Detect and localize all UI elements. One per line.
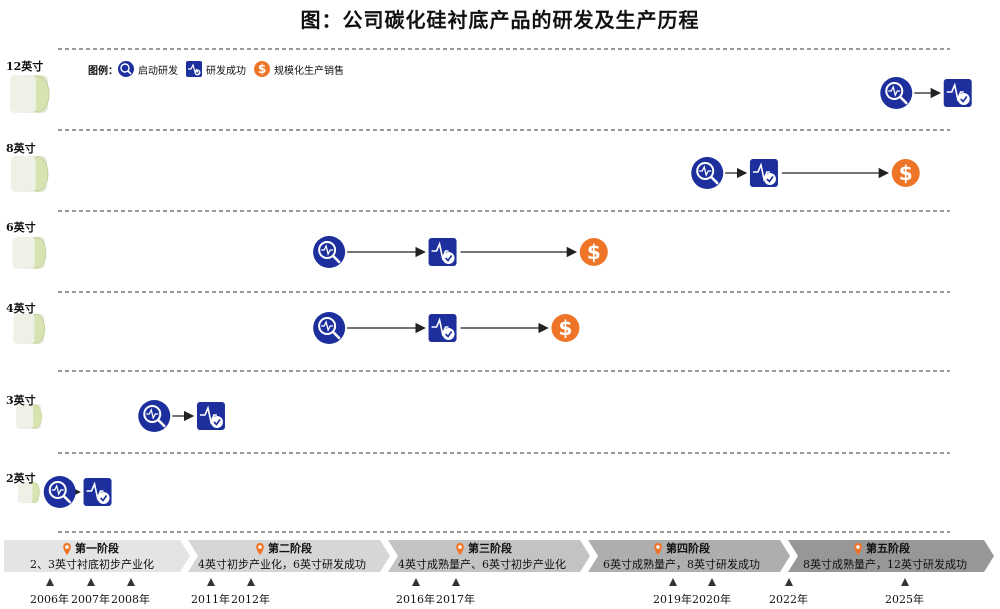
location-pin-icon xyxy=(63,543,71,555)
pulse-check-icon xyxy=(428,314,457,342)
pulse-check-icon xyxy=(196,402,225,430)
wafer-image xyxy=(13,313,46,344)
wafer-image xyxy=(18,482,40,503)
stage-chevron xyxy=(788,540,994,572)
row-label: 2英寸 xyxy=(6,472,36,485)
year-marker-icon xyxy=(127,578,135,586)
legend-item-start: 启动研发 xyxy=(118,61,178,77)
year-label: 2022年 xyxy=(769,593,808,606)
year-marker-icon xyxy=(452,578,460,586)
wafer-image xyxy=(10,75,50,113)
stage-title: 第四阶段 xyxy=(666,542,710,555)
pulse-check-icon xyxy=(83,478,112,506)
row-label: 6英寸 xyxy=(6,221,36,234)
pulse-check-icon xyxy=(428,238,457,266)
stage-title: 第五阶段 xyxy=(866,542,910,555)
pulse-check-icon xyxy=(943,79,972,107)
year-marker-icon xyxy=(901,578,909,586)
wafer-image xyxy=(16,404,42,429)
diagram-title: 图：公司碳化硅衬底产品的研发及生产历程 xyxy=(300,8,700,32)
year-label: 2008年 xyxy=(111,593,150,606)
magnifier-pulse-icon xyxy=(313,236,346,268)
pulse-check-icon xyxy=(186,61,202,77)
year-label: 2012年 xyxy=(231,593,270,606)
magnifier-pulse-icon xyxy=(138,400,171,432)
svg-text:$: $ xyxy=(558,316,572,340)
year-label: 2019年 xyxy=(653,593,692,606)
stage-chevron xyxy=(188,540,390,572)
legend-item-label: 研发成功 xyxy=(206,65,246,77)
svg-text:$: $ xyxy=(899,161,913,185)
legend: 图例： 启动研发 研发成功 $ 规模化生产销售 xyxy=(88,60,352,78)
year-label: 2007年 xyxy=(71,593,110,606)
legend-item-mass: $ 规模化生产销售 xyxy=(254,61,344,77)
magnifier-pulse-icon xyxy=(43,476,76,508)
stage-description: 6英寸成熟量产，8英寸研发成功 xyxy=(603,558,760,571)
row-label: 8英寸 xyxy=(6,142,36,155)
stage-title: 第一阶段 xyxy=(75,542,119,555)
legend-item-label: 启动研发 xyxy=(138,65,178,77)
stage-title: 第二阶段 xyxy=(268,542,312,555)
year-label: 2011年 xyxy=(191,593,230,606)
stage-description: 4英寸初步产业化，6英寸研发成功 xyxy=(198,558,366,571)
magnifier-pulse-icon xyxy=(880,77,913,109)
year-label: 2020年 xyxy=(692,593,731,606)
year-marker-icon xyxy=(785,578,793,586)
dollar-icon: $ xyxy=(254,61,270,77)
row-label: 12英寸 xyxy=(6,60,44,73)
row-label: 3英寸 xyxy=(6,394,36,407)
stage-title: 第三阶段 xyxy=(468,542,512,555)
magnifier-pulse-icon xyxy=(313,312,346,344)
legend-label: 图例： xyxy=(88,65,118,77)
location-pin-icon xyxy=(654,543,662,555)
year-label: 2025年 xyxy=(885,593,924,606)
stage-description: 4英寸成熟量产、6英寸初步产业化 xyxy=(398,558,566,571)
year-label: 2006年 xyxy=(30,593,69,606)
stage-description: 2、3英寸衬底初步产业化 xyxy=(30,558,154,571)
dollar-icon: $ xyxy=(891,159,920,187)
year-label: 2016年 xyxy=(396,593,435,606)
year-marker-icon xyxy=(669,578,677,586)
stage-chevron xyxy=(388,540,590,572)
row-label: 4英寸 xyxy=(6,302,36,315)
stage-chevron xyxy=(4,540,190,572)
year-marker-icon xyxy=(207,578,215,586)
dollar-icon: $ xyxy=(551,314,580,342)
stage-description: 8英寸成熟量产，12英寸研发成功 xyxy=(803,558,967,571)
dollar-icon: $ xyxy=(579,238,608,266)
svg-text:$: $ xyxy=(587,240,601,264)
year-marker-icon xyxy=(87,578,95,586)
year-marker-icon xyxy=(412,578,420,586)
year-marker-icon xyxy=(46,578,54,586)
wafer-image xyxy=(12,236,47,269)
legend-item-label: 规模化生产销售 xyxy=(274,65,344,77)
location-pin-icon xyxy=(854,543,862,555)
year-marker-icon xyxy=(247,578,255,586)
wafer-image xyxy=(10,155,49,193)
magnifier-pulse-icon xyxy=(118,61,134,77)
stage-chevron xyxy=(588,540,790,572)
magnifier-pulse-icon xyxy=(691,157,724,189)
svg-text:$: $ xyxy=(258,62,266,76)
legend-item-success: 研发成功 xyxy=(186,61,246,77)
location-pin-icon xyxy=(256,543,264,555)
year-label: 2017年 xyxy=(436,593,475,606)
year-marker-icon xyxy=(708,578,716,586)
pulse-check-icon xyxy=(749,159,778,187)
location-pin-icon xyxy=(456,543,464,555)
